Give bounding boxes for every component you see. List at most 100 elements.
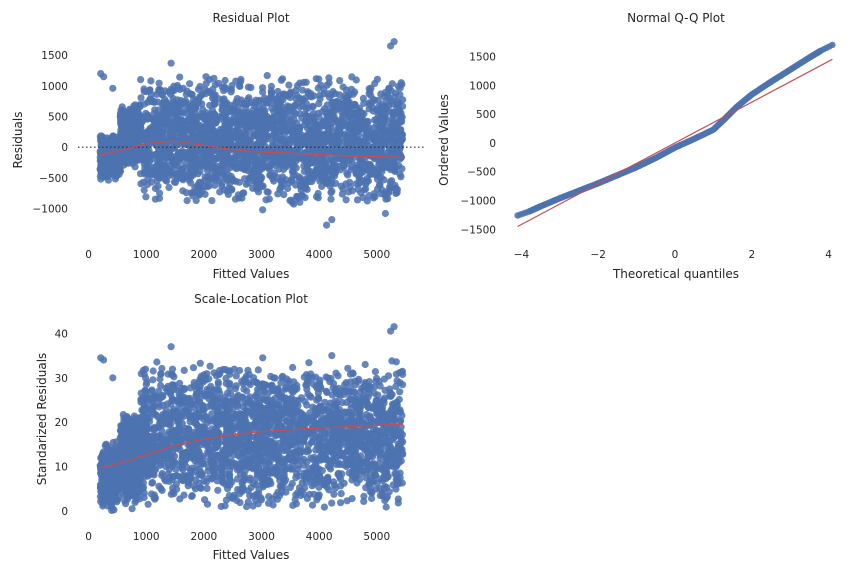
residual-point xyxy=(381,163,389,171)
residual-point xyxy=(360,99,368,107)
residual-point xyxy=(385,137,393,146)
qq-point xyxy=(829,41,836,49)
residual-point xyxy=(287,176,295,184)
residual-point xyxy=(316,95,324,103)
residual-point xyxy=(365,101,373,109)
residual-point xyxy=(310,174,318,182)
residual-point xyxy=(193,187,201,195)
residual-point xyxy=(358,112,366,120)
residual-point xyxy=(284,184,292,193)
residual-point xyxy=(140,186,148,194)
residual-point xyxy=(150,97,158,106)
residual-point xyxy=(241,130,249,138)
residual-point xyxy=(109,153,118,161)
qq-points xyxy=(514,41,836,219)
scale-location-point xyxy=(203,500,212,508)
residual-point xyxy=(228,185,236,193)
residual-point xyxy=(280,191,288,199)
residual-point xyxy=(352,76,360,84)
residual-point xyxy=(332,118,341,126)
residual-point xyxy=(173,154,181,162)
residual-point xyxy=(142,193,150,201)
residual-x-tick-label: 0 xyxy=(85,249,92,261)
residual-point xyxy=(188,90,196,99)
scale-location-point xyxy=(206,362,214,370)
residual-point xyxy=(201,85,209,94)
residual-point xyxy=(266,123,274,131)
residual-point xyxy=(352,104,360,112)
residual-point xyxy=(338,190,346,198)
scale-location-point xyxy=(123,442,132,450)
residual-point xyxy=(234,151,242,159)
residual-point xyxy=(305,144,313,152)
residual-point xyxy=(187,189,196,197)
residual-point xyxy=(202,79,210,87)
residual-point xyxy=(357,118,365,126)
residual-point xyxy=(359,165,367,173)
residual-point xyxy=(244,83,252,91)
residual-point xyxy=(335,91,343,99)
qq-y-tick-label: −1500 xyxy=(460,224,496,236)
residual-point xyxy=(245,137,253,145)
residual-point xyxy=(98,142,106,150)
residual-point xyxy=(370,194,378,202)
residual-point xyxy=(375,173,383,181)
residual-point xyxy=(223,118,231,126)
residual-point xyxy=(220,167,228,175)
residual-point xyxy=(170,86,178,94)
scale-location-points xyxy=(96,323,407,514)
residual-x-tick-label: 2000 xyxy=(191,249,218,261)
residual-point xyxy=(353,196,362,204)
residual-point xyxy=(102,155,110,163)
residual-point xyxy=(240,111,249,119)
residual-point xyxy=(196,178,204,186)
residual-point xyxy=(183,197,191,205)
residual-x-tick-label: 4000 xyxy=(306,249,333,261)
residual-point xyxy=(189,114,197,122)
residual-point xyxy=(301,184,309,192)
residual-point xyxy=(218,112,226,120)
residual-point xyxy=(140,87,148,96)
residual-point xyxy=(373,185,382,193)
scale-location-point xyxy=(132,496,140,504)
residual-point xyxy=(262,196,270,204)
scale-location-point xyxy=(271,374,279,382)
residual-point xyxy=(235,137,243,145)
residual-point xyxy=(264,135,272,143)
residual-point xyxy=(342,196,350,204)
residual-point xyxy=(310,92,318,100)
residual-point xyxy=(144,113,152,121)
scale-location-point xyxy=(382,503,390,511)
residual-point xyxy=(173,119,181,128)
residual-point xyxy=(210,74,218,82)
residual-point xyxy=(343,94,351,102)
residual-point xyxy=(305,159,313,167)
residual-point xyxy=(261,97,270,105)
residual-point xyxy=(395,161,403,169)
residual-point xyxy=(300,78,308,87)
residual-point xyxy=(344,156,352,164)
residual-point xyxy=(285,81,293,89)
residual-point xyxy=(382,188,390,196)
residual-point xyxy=(202,73,210,81)
residual-y-tick-label: 1000 xyxy=(41,81,68,93)
residual-point xyxy=(227,85,235,94)
qq-x-tick-label: −2 xyxy=(590,249,605,261)
residual-point xyxy=(175,108,183,116)
residual-point xyxy=(122,123,130,131)
scale-location-point xyxy=(117,470,125,479)
residual-point xyxy=(348,187,356,195)
residual-point xyxy=(142,158,150,166)
residual-point xyxy=(233,95,241,103)
residual-point xyxy=(376,130,384,138)
residual-point xyxy=(318,122,326,130)
residual-point xyxy=(162,113,170,121)
scale-location-point xyxy=(125,468,134,476)
residual-point xyxy=(194,85,203,93)
residual-point xyxy=(167,59,175,67)
residual-point xyxy=(179,152,188,160)
residual-point xyxy=(334,131,342,139)
residual-point xyxy=(393,120,401,128)
residual-point xyxy=(224,137,232,145)
